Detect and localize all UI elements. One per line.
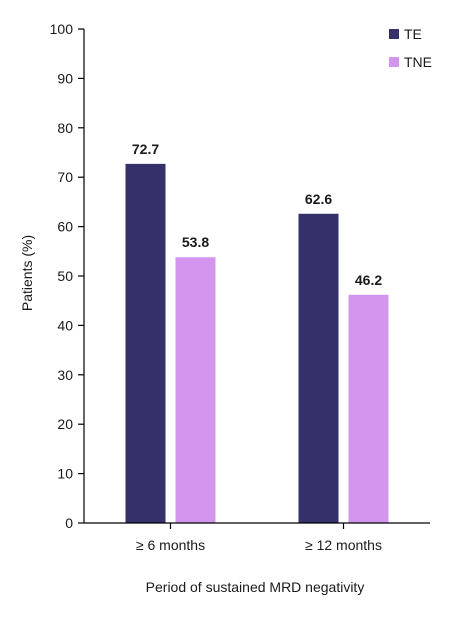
- legend: TE TNE: [389, 26, 432, 70]
- y-tick-label: 80: [57, 120, 73, 136]
- y-tick-label: 0: [65, 515, 73, 531]
- y-tick-label: 100: [50, 21, 74, 37]
- data-labels-group: 72.7 53.8 62.6 46.2: [132, 141, 382, 288]
- data-label: 46.2: [355, 272, 382, 288]
- legend-swatch-te: [389, 29, 399, 39]
- data-label: 53.8: [182, 234, 209, 250]
- y-tick-label: 50: [57, 268, 73, 284]
- bar-tne-0: [175, 257, 216, 523]
- data-label: 72.7: [132, 141, 159, 157]
- y-tick-label: 90: [57, 70, 73, 86]
- y-axis-title: Patients (%): [19, 235, 35, 311]
- x-axis-title: Period of sustained MRD negativity: [146, 579, 365, 595]
- bar-series-group: [125, 163, 389, 524]
- bar-te-1: [298, 213, 339, 524]
- x-tick-label: ≥ 12 months: [305, 537, 382, 553]
- legend-label-tne: TNE: [404, 54, 432, 70]
- legend-label-te: TE: [404, 26, 422, 42]
- data-label: 62.6: [305, 191, 332, 207]
- legend-swatch-tne: [389, 57, 399, 67]
- bar-te-0: [125, 163, 166, 523]
- y-tick-label: 60: [57, 219, 73, 235]
- x-axis-ticks: ≥ 6 months ≥ 12 months: [136, 523, 382, 553]
- y-tick-label: 20: [57, 416, 73, 432]
- y-tick-label: 30: [57, 367, 73, 383]
- y-tick-label: 40: [57, 317, 73, 333]
- y-tick-label: 70: [57, 169, 73, 185]
- bar-tne-1: [348, 294, 389, 523]
- y-axis-ticks: 0 10 20 30 40 50 60 70 80 90 100: [50, 21, 84, 531]
- y-tick-label: 10: [57, 466, 73, 482]
- x-tick-label: ≥ 6 months: [136, 537, 205, 553]
